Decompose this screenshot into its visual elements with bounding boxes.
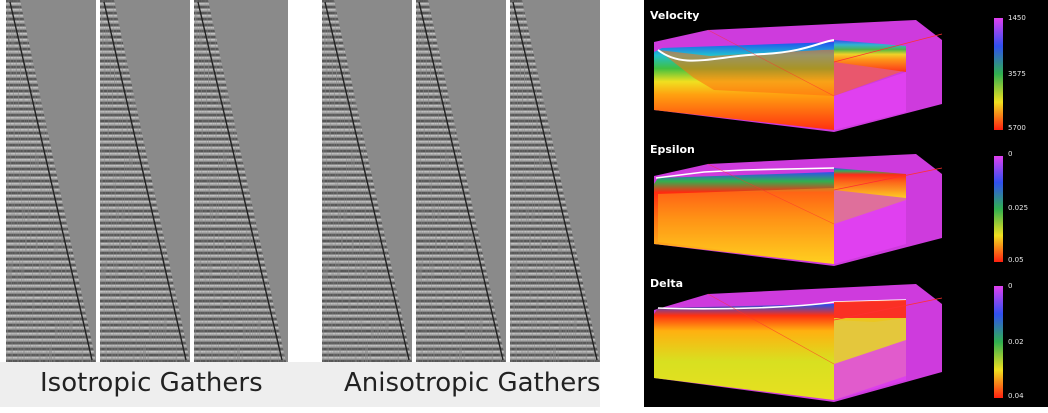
isotropic-gather-3	[194, 0, 288, 362]
epsilon-model: Epsilon 0 0.025 0.05	[644, 134, 1048, 268]
isotropic-gathers-image	[6, 0, 288, 362]
anisotropic-gathers-image	[322, 0, 600, 362]
delta-colorbar-max: 0	[1008, 282, 1013, 290]
velocity-model: Velocity 1450 3575 5700	[644, 0, 1048, 134]
anisotropic-gather-2	[416, 0, 506, 362]
delta-model: Delta 0 0.02 0.04	[644, 268, 1048, 402]
caption-bar: Isotropic Gathers Anisotropic Gathers	[0, 362, 600, 407]
velocity-colorbar-mid: 3575	[1008, 70, 1026, 78]
epsilon-title: Epsilon	[650, 143, 695, 156]
anisotropic-gather-1	[322, 0, 412, 362]
velocity-colorbar-min: 5700	[1008, 124, 1026, 132]
velocity-title: Velocity	[650, 9, 700, 22]
epsilon-colorbar-min: 0.05	[1008, 256, 1024, 264]
velocity-colorbar-max: 1450	[1008, 14, 1026, 22]
anisotropic-caption: Anisotropic Gathers	[344, 368, 601, 398]
isotropic-caption: Isotropic Gathers	[40, 368, 263, 398]
epsilon-colorbar-mid: 0.025	[1008, 204, 1029, 212]
model-panel: Velocity 1450 3575 5700 Epsilon 0 0.025 …	[644, 0, 1048, 407]
delta-colorbar-mid: 0.02	[1008, 338, 1024, 346]
isotropic-gather-2	[100, 0, 190, 362]
delta-colorbar-min: 0.04	[1008, 392, 1024, 400]
anisotropic-gather-3	[510, 0, 600, 362]
gathers-figure: Isotropic Gathers Anisotropic Gathers	[0, 0, 600, 407]
delta-title: Delta	[650, 277, 684, 290]
isotropic-gather-1	[6, 0, 96, 362]
epsilon-colorbar-max: 0	[1008, 150, 1013, 158]
